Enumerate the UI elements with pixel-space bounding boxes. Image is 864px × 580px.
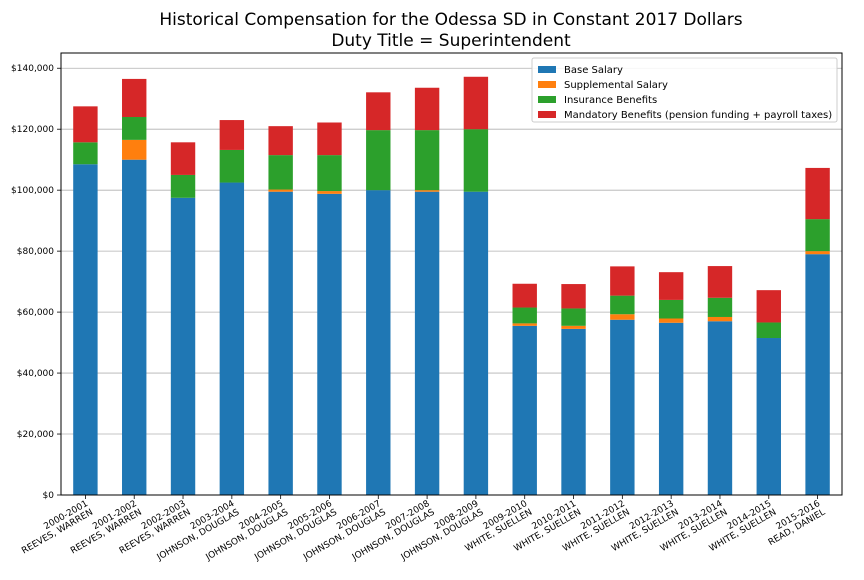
bar-segment: [122, 139, 147, 160]
y-tick-label: $60,000: [17, 308, 54, 318]
bar-segment: [414, 191, 440, 496]
bar-segment: [561, 325, 586, 329]
y-tick-label: $140,000: [11, 64, 54, 74]
bar-segment: [463, 76, 489, 130]
bar-segment: [805, 219, 830, 252]
bar-segment: [512, 323, 537, 326]
bar-segment: [170, 197, 196, 496]
chart-title: Historical Compensation for the Odessa S…: [159, 10, 742, 30]
bar-segment: [610, 266, 635, 296]
bar-segment: [414, 87, 440, 131]
legend-swatch: [538, 111, 556, 118]
bar-segment: [73, 142, 98, 165]
bar-segment: [658, 299, 684, 319]
bar-segment: [317, 155, 342, 192]
legend-label: Mandatory Benefits (pension funding + pa…: [564, 110, 832, 121]
legend-swatch: [538, 66, 556, 73]
chart-subtitle: Duty Title = Superintendent: [331, 31, 571, 51]
legend-label: Base Salary: [564, 65, 623, 76]
y-tick-label: $120,000: [11, 125, 54, 135]
bar-segment: [561, 308, 586, 326]
bar-segment: [366, 130, 391, 191]
bar-segment: [366, 190, 391, 495]
bar-segment: [219, 149, 245, 183]
bar-segment: [414, 130, 440, 191]
bar-segment: [707, 321, 733, 495]
bar-segment: [366, 92, 391, 131]
bar-segment: [512, 325, 537, 495]
bar-segment: [756, 322, 781, 339]
bar-segment: [610, 319, 635, 495]
y-tick-label: $40,000: [17, 369, 54, 379]
bar-segment: [756, 290, 781, 323]
bar-segment: [268, 191, 293, 496]
bar-segment: [658, 322, 684, 495]
bar-segment: [658, 318, 684, 323]
plot-area-frame: [60, 52, 843, 496]
legend-box: [531, 57, 838, 123]
bar-segment: [268, 189, 293, 192]
bar-segment: [610, 314, 635, 320]
bar-segment: [512, 307, 537, 324]
bar-segment: [73, 106, 98, 143]
bar-segment: [317, 122, 342, 156]
bar-segment: [463, 191, 489, 496]
y-axis: $0 $20,000 $40,000 $60,000 $80,000 $100,000 $1…: [11, 64, 61, 501]
bar-segment: [463, 129, 489, 192]
bar-segment: [512, 283, 537, 308]
legend-label: Supplemental Salary: [564, 80, 668, 91]
bar-segment: [122, 117, 147, 140]
bar-segment: [658, 272, 684, 300]
y-tick-label: $0: [43, 491, 55, 501]
bar-segment: [805, 251, 830, 255]
y-tick-label: $80,000: [17, 247, 54, 257]
bar-segment: [805, 254, 830, 495]
legend-swatch: [538, 81, 556, 88]
bar-segment: [73, 164, 98, 495]
bars: [73, 76, 830, 496]
bar-segment: [268, 155, 293, 190]
bar-segment: [414, 190, 440, 192]
legend-swatch: [538, 96, 556, 103]
bar-segment: [561, 328, 586, 495]
bar-segment: [805, 167, 830, 220]
bar-segment: [219, 120, 245, 150]
bar-segment: [707, 297, 733, 317]
bar-segment: [170, 174, 196, 198]
legend: Base Salary Supplemental Salary Insurance …: [531, 57, 838, 123]
bar-segment: [317, 191, 342, 194]
y-tick-label: $20,000: [17, 430, 54, 440]
bar-segment: [707, 266, 733, 298]
bar-segment: [707, 316, 733, 322]
bar-segment: [756, 338, 781, 495]
bar-segment: [122, 78, 147, 118]
bar-segment: [170, 142, 196, 175]
bar-segment: [561, 284, 586, 309]
bar-segment: [268, 126, 293, 156]
y-tick-label: $100,000: [11, 186, 54, 196]
bar-segment: [122, 159, 147, 496]
bar-segment: [610, 295, 635, 315]
bar-segment: [317, 193, 342, 496]
bar-segment: [219, 182, 245, 495]
legend-label: Insurance Benefits: [564, 95, 657, 106]
